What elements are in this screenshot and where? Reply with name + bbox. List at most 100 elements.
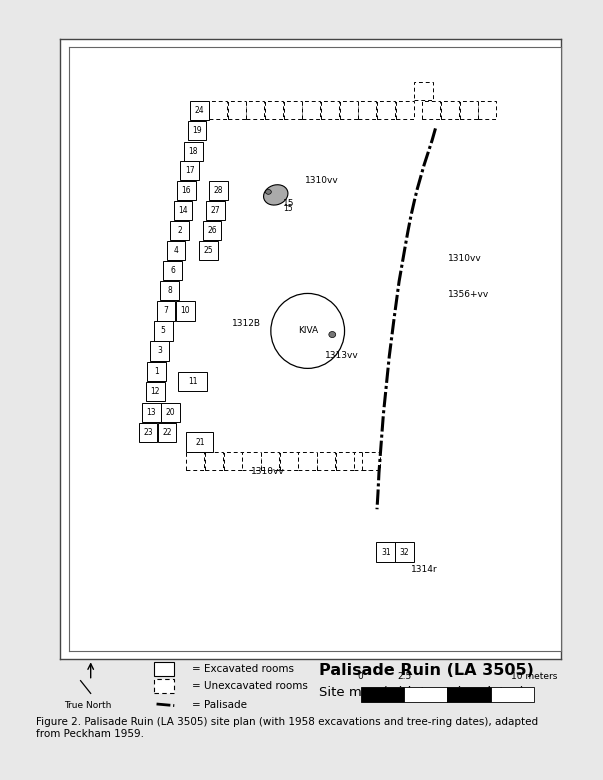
Bar <box>261 452 279 470</box>
Bar <box>339 101 358 119</box>
Bar <box>209 181 228 200</box>
Text: = Unexcavated rooms: = Unexcavated rooms <box>192 681 308 691</box>
Bar <box>154 321 172 341</box>
Bar <box>158 423 177 442</box>
Text: = Excavated rooms: = Excavated rooms <box>192 664 294 674</box>
Text: 1314r: 1314r <box>411 566 438 574</box>
Bar <box>176 301 195 321</box>
Ellipse shape <box>265 190 271 194</box>
Text: 17: 17 <box>185 166 195 176</box>
Bar <box>358 101 376 119</box>
Text: 15: 15 <box>283 200 295 208</box>
Bar <box>227 101 246 119</box>
Bar <box>321 101 339 119</box>
Bar <box>161 402 180 422</box>
Text: 22: 22 <box>162 428 172 437</box>
Bar <box>188 121 206 140</box>
Text: 2.5: 2.5 <box>397 672 411 681</box>
Text: 15: 15 <box>283 204 293 213</box>
Bar <box>414 82 432 100</box>
Text: 2: 2 <box>177 226 182 235</box>
Text: 31: 31 <box>381 548 391 557</box>
Bar <box>224 452 242 470</box>
Text: 24: 24 <box>195 106 204 115</box>
Text: 1310vv: 1310vv <box>448 254 482 263</box>
Text: 6: 6 <box>170 266 175 275</box>
Bar <box>203 221 221 240</box>
Text: 26: 26 <box>207 226 216 235</box>
Ellipse shape <box>264 185 288 205</box>
Bar <box>205 452 223 470</box>
Bar <box>186 432 213 452</box>
Text: Site map (with tree-ring dates): Site map (with tree-ring dates) <box>318 686 525 699</box>
Bar <box>362 452 380 470</box>
Text: = Palisade: = Palisade <box>192 700 247 710</box>
Bar <box>178 372 207 392</box>
Bar <box>361 687 404 702</box>
Text: 0: 0 <box>358 672 364 681</box>
Bar <box>180 161 199 180</box>
Text: 11: 11 <box>188 378 197 386</box>
Bar <box>186 452 204 470</box>
Bar <box>317 452 335 470</box>
Text: 1356+vv: 1356+vv <box>448 290 489 300</box>
Bar <box>491 687 534 702</box>
Text: 32: 32 <box>400 548 409 557</box>
Bar <box>422 101 440 119</box>
Bar <box>377 101 395 119</box>
Bar <box>355 452 373 470</box>
Bar <box>302 101 320 119</box>
Bar <box>177 181 195 200</box>
Text: 20: 20 <box>166 408 175 417</box>
Bar <box>396 101 414 119</box>
Text: 7: 7 <box>164 307 169 315</box>
Text: 23: 23 <box>143 428 153 437</box>
Bar <box>199 241 218 261</box>
Bar <box>163 261 182 280</box>
Ellipse shape <box>329 332 336 338</box>
Text: 5: 5 <box>161 326 166 335</box>
Text: 18: 18 <box>189 147 198 156</box>
Text: 8: 8 <box>167 286 172 295</box>
Bar <box>166 241 185 261</box>
Bar <box>376 543 395 562</box>
Text: 21: 21 <box>195 438 204 447</box>
Ellipse shape <box>271 293 344 368</box>
Text: 12: 12 <box>151 387 160 396</box>
Bar <box>154 679 174 693</box>
Bar <box>150 341 169 360</box>
Text: 3: 3 <box>157 346 162 356</box>
Bar <box>441 101 459 119</box>
Text: 28: 28 <box>214 186 224 195</box>
Bar <box>160 281 179 300</box>
Bar <box>170 221 189 240</box>
Text: 16: 16 <box>182 186 191 195</box>
Bar <box>146 381 165 401</box>
Text: Palisade Ruin (LA 3505): Palisade Ruin (LA 3505) <box>318 662 534 678</box>
Text: 1313vv: 1313vv <box>325 350 359 360</box>
Text: 10: 10 <box>180 307 190 315</box>
Bar <box>336 452 354 470</box>
Text: 1310vv: 1310vv <box>251 466 285 476</box>
Bar <box>404 687 447 702</box>
Bar <box>298 452 317 470</box>
Bar <box>209 101 227 119</box>
Bar <box>174 201 192 220</box>
Bar <box>154 661 174 676</box>
Text: 1: 1 <box>154 367 159 376</box>
Bar <box>280 452 298 470</box>
Bar <box>265 101 283 119</box>
Bar <box>242 452 260 470</box>
Bar <box>190 101 209 120</box>
Bar <box>139 423 157 442</box>
Text: 14: 14 <box>178 206 188 215</box>
Text: 1310vv: 1310vv <box>305 176 339 186</box>
Bar <box>283 101 302 119</box>
Text: 25: 25 <box>204 246 213 255</box>
Bar <box>184 142 203 161</box>
Text: True North: True North <box>64 700 112 710</box>
Bar <box>459 101 478 119</box>
Text: 27: 27 <box>210 206 220 215</box>
Text: 1312B: 1312B <box>232 318 260 328</box>
Bar <box>478 101 496 119</box>
